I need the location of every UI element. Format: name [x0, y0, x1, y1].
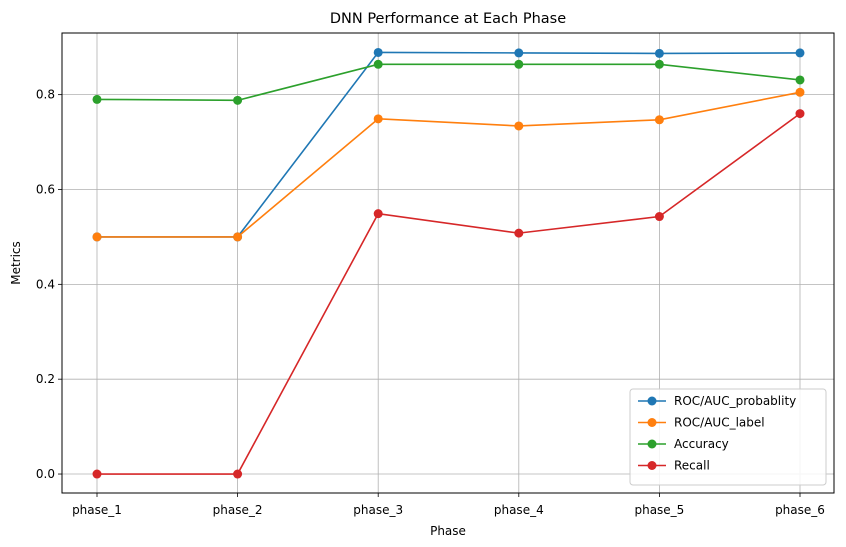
data-point: [373, 59, 383, 69]
data-point: [654, 115, 664, 125]
legend-marker: [647, 461, 657, 470]
x-tick-label: phase_1: [72, 503, 122, 517]
y-axis-ticks: 0.0 0.2 0.4 0.6 0.8: [36, 88, 62, 481]
data-point: [92, 469, 102, 479]
legend-box: [629, 388, 827, 486]
data-point: [654, 59, 664, 69]
y-tick-label: 0.4: [36, 277, 55, 291]
chart-title: DNN Performance at Each Phase: [330, 11, 566, 27]
data-point: [795, 109, 805, 119]
legend: ROC/AUC_probablity ROC/AUC_label Accuracy R…: [629, 388, 827, 486]
y-axis-label: Metrics: [9, 241, 23, 285]
series-line-3: [97, 112, 801, 475]
x-tick-label: phase_2: [213, 503, 263, 517]
y-tick-label: 0.8: [36, 88, 55, 102]
data-point: [92, 232, 102, 242]
x-tick-label: phase_3: [353, 503, 403, 517]
data-point: [92, 94, 102, 104]
x-tick-label: phase_4: [494, 503, 544, 517]
data-point: [654, 212, 664, 222]
data-point: [373, 114, 383, 124]
data-point: [795, 48, 805, 58]
legend-label: Recall: [674, 459, 710, 473]
data-point: [233, 232, 243, 242]
data-point: [373, 47, 383, 57]
data-point: [795, 87, 805, 97]
data-point: [654, 48, 664, 58]
plot-frame: [61, 32, 835, 494]
series-lines: [96, 51, 801, 475]
series-line-1: [97, 91, 801, 238]
data-point: [233, 469, 243, 479]
data-point: [233, 95, 243, 105]
series-markers: [92, 47, 805, 479]
data-point: [514, 121, 524, 131]
data-point: [514, 228, 524, 238]
series-line-0: [97, 51, 801, 238]
data-point: [795, 75, 805, 85]
x-axis-label: Phase: [430, 524, 466, 538]
series-line-2: [96, 63, 801, 102]
legend-marker: [647, 418, 657, 427]
x-tick-label: phase_5: [634, 503, 684, 517]
legend-label: ROC/AUC_probablity: [674, 394, 796, 408]
y-tick-label: 0.2: [36, 372, 55, 386]
legend-label: ROC/AUC_label: [674, 416, 765, 430]
data-point: [514, 59, 524, 69]
x-tick-label: phase_6: [775, 503, 825, 517]
legend-marker: [647, 396, 657, 406]
x-axis-ticks: phase_1 phase_2 phase_3 phase_4 phase_5 phase…: [72, 493, 825, 517]
data-point: [514, 48, 524, 58]
data-point: [373, 209, 383, 219]
legend-label: Accuracy: [674, 437, 729, 451]
y-tick-label: 0.6: [36, 182, 55, 196]
legend-marker: [647, 439, 657, 449]
y-tick-label: 0.0: [36, 467, 55, 481]
